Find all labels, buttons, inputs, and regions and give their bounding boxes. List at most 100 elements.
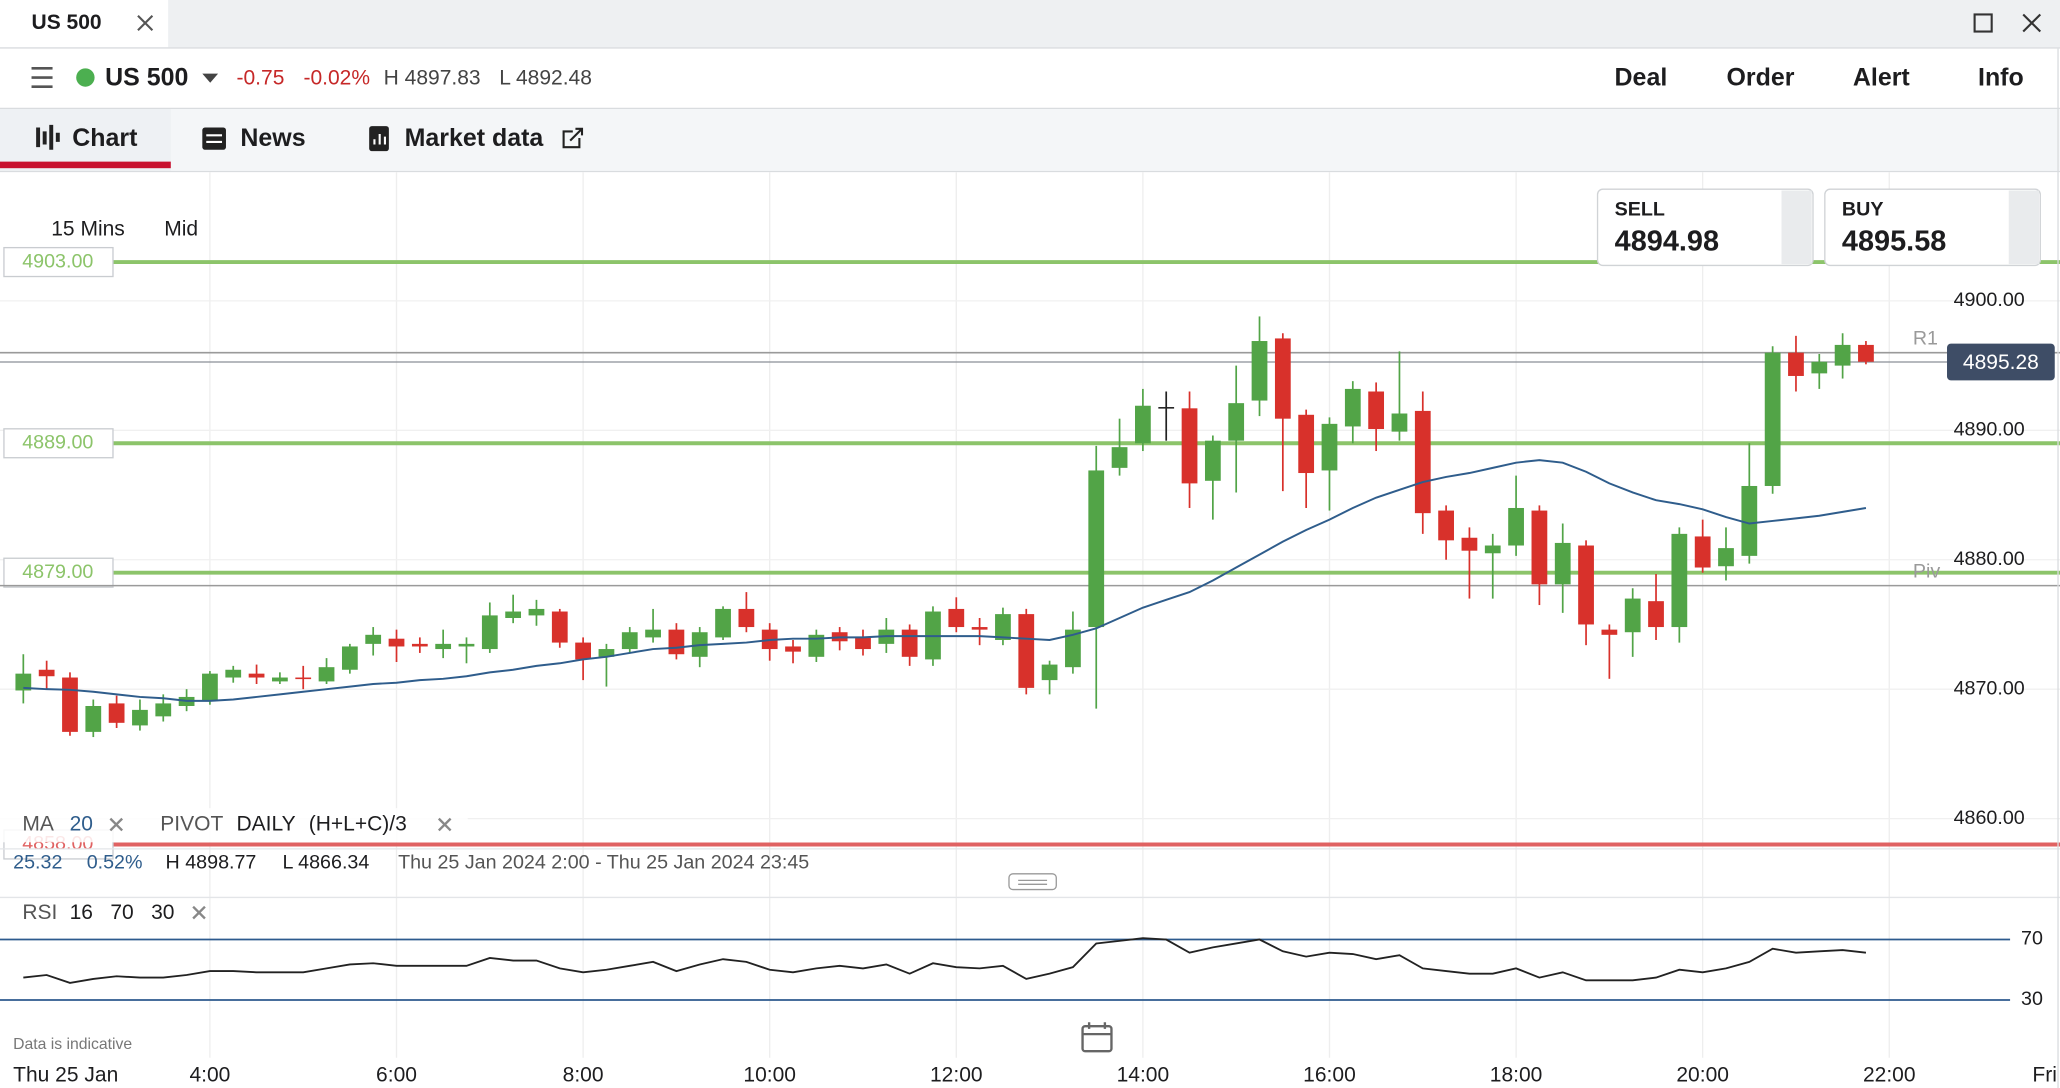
buy-box[interactable] [1824, 188, 2041, 267]
pivot-legend-name: PIVOT [160, 813, 223, 836]
price-setting[interactable]: Mid [164, 217, 198, 240]
remove-indicator-icon[interactable] [192, 905, 206, 920]
pivot-label: Piv [1913, 561, 1941, 583]
sell-label: SELL [1615, 198, 1665, 220]
candle-body [248, 673, 265, 678]
candle-body [1741, 485, 1758, 556]
candle-body [1648, 601, 1664, 628]
candle-body [341, 646, 358, 670]
price-level-label: 4879.00 [22, 561, 93, 583]
instrument-change-pct: -0.02% [303, 66, 370, 89]
x-tick-label: 8:00 [563, 1064, 604, 1087]
candle-body [901, 629, 918, 657]
candle-body [948, 608, 965, 628]
legend-backdrop [0, 808, 468, 843]
close-window-icon[interactable] [2022, 13, 2042, 33]
range-period: Thu 25 Jan 2024 2:00 - Thu 25 Jan 2024 2… [398, 852, 809, 874]
instrument-name[interactable]: US 500 [105, 63, 188, 91]
candle-body [598, 649, 615, 657]
calendar-icon[interactable] [1081, 1025, 1113, 1053]
candle-body [715, 608, 731, 638]
rsi-level-label: 70 [2021, 928, 2043, 950]
instrument-high: H 4897.83 [384, 66, 481, 89]
buy-price: 4895.58 [1842, 226, 1946, 258]
tab-label[interactable]: News [240, 124, 305, 152]
menu-item[interactable]: Info [1978, 63, 2024, 91]
x-tick-label: 22:00 [1863, 1064, 1916, 1087]
price-level-label: 4903.00 [22, 250, 93, 272]
candle-body [1414, 410, 1431, 514]
x-tick-label: 6:00 [376, 1064, 417, 1087]
active-tab[interactable] [0, 109, 171, 171]
candle-body [38, 669, 55, 677]
close-tab-icon[interactable] [137, 15, 154, 31]
tab-label[interactable]: Chart [72, 124, 137, 152]
candle-body [85, 705, 102, 732]
date-start-label: Thu 25 Jan [13, 1064, 118, 1087]
candle-body [1601, 629, 1618, 635]
menu-item[interactable]: Deal [1615, 63, 1668, 91]
market-data-icon-bars [373, 134, 386, 145]
menu-icon[interactable] [31, 67, 53, 89]
candle-body [738, 608, 755, 628]
menu-item[interactable]: Alert [1853, 63, 1910, 91]
candle-body [971, 627, 988, 630]
price-level-box [3, 428, 114, 459]
date-end-label: Fri [2032, 1064, 2057, 1087]
candle-body [785, 646, 801, 652]
candle-body [668, 629, 685, 655]
buy-label: BUY [1842, 198, 1884, 220]
last-price-label: 4895.28 [1963, 351, 2039, 374]
candle-body [1135, 405, 1151, 444]
news-icon-lines [206, 134, 223, 143]
news-icon [202, 127, 226, 150]
x-tick-label: 16:00 [1303, 1064, 1356, 1087]
candle-body [1018, 614, 1035, 688]
chart-area: 4:00 6:00 8:00 10:00 12:00 14:00 16:00 18:00 20:… [0, 172, 2060, 1087]
rsi-legend-upper: 70 [110, 901, 133, 924]
resize-handle[interactable] [1008, 873, 1057, 891]
external-link-icon[interactable] [562, 127, 584, 149]
last-price-tag [1947, 343, 2055, 381]
rsi-level-label: 30 [2021, 988, 2043, 1010]
candle-body [621, 632, 638, 650]
sell-box[interactable] [1596, 188, 1814, 267]
interval-setting[interactable]: 15 Mins [51, 217, 125, 240]
menu-item[interactable]: Order [1726, 63, 1794, 91]
candle-body [1298, 414, 1315, 474]
candle-body [1344, 388, 1361, 427]
remove-indicator-icon[interactable] [437, 817, 452, 832]
candle-body [1438, 510, 1454, 541]
range-high: H 4898.77 [166, 852, 257, 874]
candle-body [108, 703, 125, 723]
resize-handle-lines [1018, 879, 1048, 885]
candle-body [575, 642, 591, 660]
sell-price: 4894.98 [1615, 226, 1719, 258]
candle-body [855, 637, 871, 650]
remove-indicator-icon[interactable] [109, 817, 124, 832]
maximize-icon[interactable] [1973, 13, 1993, 33]
candle-body [1368, 391, 1385, 430]
rsi-legend-lower: 30 [151, 901, 174, 924]
price-level-box [3, 557, 114, 588]
candle-body [1578, 545, 1594, 625]
candle-body [1204, 440, 1221, 481]
candle-body [1788, 352, 1804, 376]
candle-body [1694, 536, 1711, 568]
market-open-dot [76, 68, 95, 87]
candle-body [1111, 447, 1128, 468]
tab-label[interactable]: Market data [405, 124, 545, 152]
window-tab[interactable] [0, 0, 169, 49]
instrument-low: L 4892.48 [499, 66, 592, 89]
tab-bar [0, 109, 2060, 171]
candle-body [1531, 510, 1548, 585]
candle-body [202, 673, 218, 701]
pivot-legend-formula: (H+L+C)/3 [309, 813, 407, 836]
candle-body [435, 643, 452, 650]
candle-body [132, 709, 148, 726]
dropdown-icon[interactable] [202, 73, 219, 83]
candle-body [1251, 341, 1268, 401]
buy-box-edge [2008, 190, 2039, 265]
price-level-label: 4889.00 [22, 431, 93, 453]
